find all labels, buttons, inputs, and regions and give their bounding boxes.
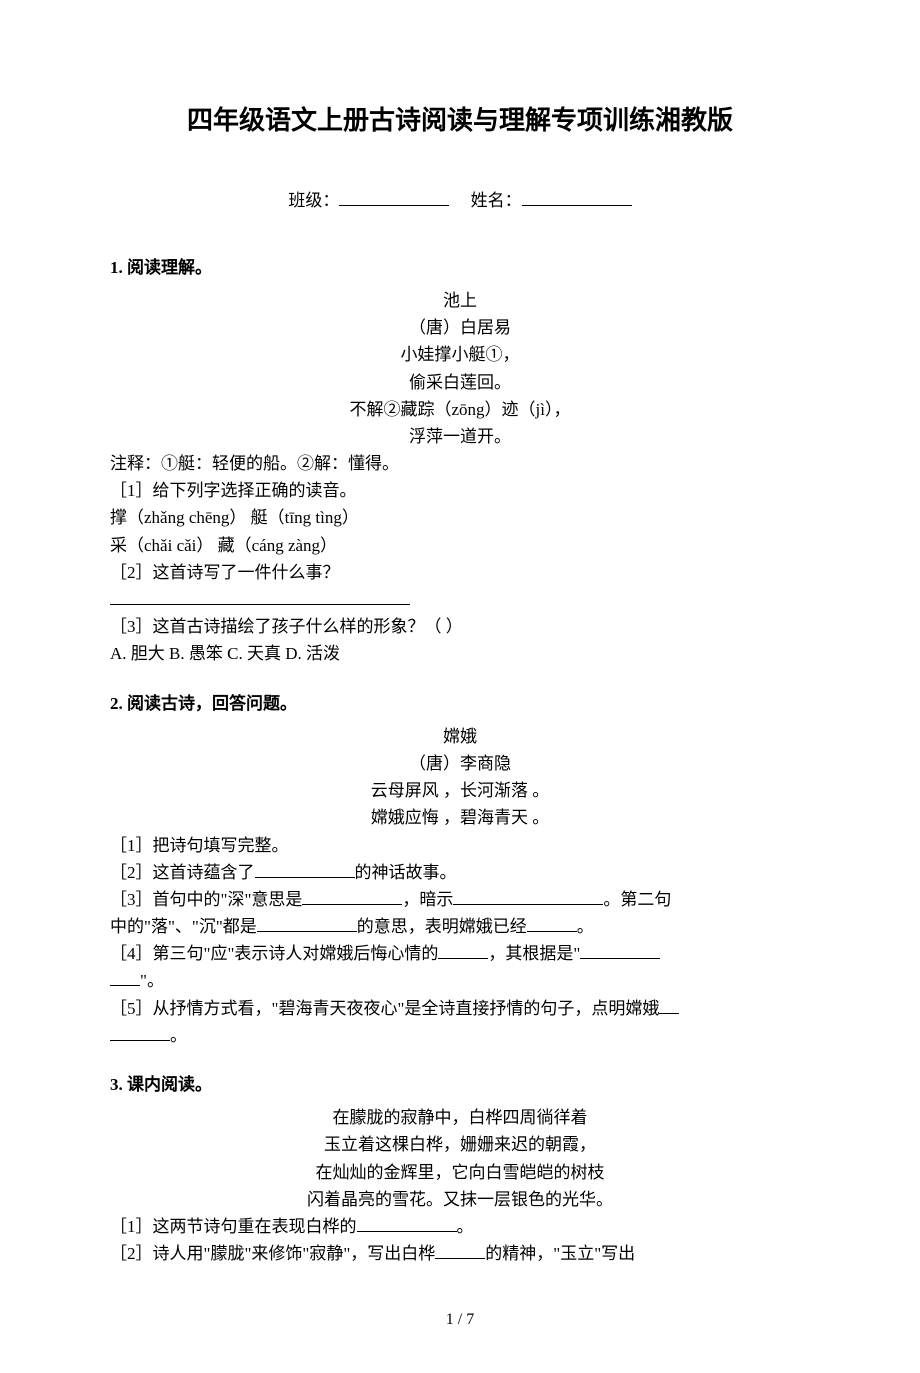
poem-1-line-1: 小娃撑小艇①，: [110, 341, 810, 368]
q3-1-blank: [357, 1215, 457, 1232]
q2-3-a: ［3］首句中的"深"意思是: [110, 890, 302, 909]
section-3-heading: 3. 课内阅读。: [110, 1071, 810, 1098]
q2-4-b: ，其根据是": [488, 944, 580, 963]
q3-2-blank: [435, 1242, 485, 1259]
section-1-heading: 1. 阅读理解。: [110, 254, 810, 281]
name-blank: [522, 189, 632, 206]
q1-2: ［2］这首诗写了一件什么事？: [110, 559, 810, 586]
q2-1: ［1］把诗句填写完整。: [110, 832, 810, 859]
q2-4-c: "。: [140, 971, 164, 990]
name-label: 姓名：: [471, 191, 522, 210]
q1-1: ［1］给下列字选择正确的读音。: [110, 477, 810, 504]
poem-1-line-4: 浮萍一道开。: [110, 423, 810, 450]
q2-3-blank4: [527, 915, 577, 932]
q3-2-b: 的精神，"玉立"写出: [485, 1244, 635, 1263]
q2-3-blank2: [453, 888, 603, 905]
q2-2-blank: [255, 861, 355, 878]
q3-2: ［2］诗人用"朦胧"来修饰"寂静"，写出白桦 的精神，"玉立"写出: [110, 1240, 810, 1267]
q2-5-a: ［5］从抒情方式看，"碧海青天夜夜心"是全诗直接抒情的句子，点明嫦娥: [110, 999, 659, 1018]
q1-3-options: A. 胆大 B. 愚笨 C. 天真 D. 活泼: [110, 640, 810, 667]
document-title: 四年级语文上册古诗阅读与理解专项训练湘教版: [110, 100, 810, 142]
q2-4-line2: "。: [110, 967, 810, 994]
poem-1-note: 注释：①艇：轻便的船。②解：懂得。: [110, 450, 810, 477]
q3-1: ［1］这两节诗句重在表现白桦的 。: [110, 1213, 810, 1240]
q2-4-blank2: [580, 942, 660, 959]
q2-3-f: 。: [577, 917, 594, 936]
poem-3-line-3: 在灿灿的金辉里，它向白雪皑皑的树枝: [110, 1159, 810, 1186]
q2-4-a: ［4］第三句"应"表示诗人对嫦娥后悔心情的: [110, 944, 438, 963]
q2-3-line1: ［3］首句中的"深"意思是 ，暗示 。第二句: [110, 886, 810, 913]
class-blank: [339, 189, 449, 206]
q2-5-blank1: [659, 997, 679, 1014]
poem-1-line-2: 偷采白莲回。: [110, 369, 810, 396]
section-2-heading: 2. 阅读古诗，回答问题。: [110, 690, 810, 717]
q1-3: ［3］这首古诗描绘了孩子什么样的形象？（ ）: [110, 613, 810, 640]
page-number: 1 / 7: [110, 1307, 810, 1333]
q2-4-line1: ［4］第三句"应"表示诗人对嫦娥后悔心情的 ，其根据是": [110, 940, 810, 967]
form-line: 班级： 姓名：: [110, 187, 810, 214]
q2-5-line2: 。: [110, 1022, 810, 1049]
q3-1-a: ［1］这两节诗句重在表现白桦的: [110, 1217, 357, 1236]
q3-2-a: ［2］诗人用"朦胧"来修饰"寂静"，写出白桦: [110, 1244, 435, 1263]
q2-5-blank2: [110, 1024, 170, 1041]
poem-2-line-1: 云母屏风 ，长河渐落 。: [110, 777, 810, 804]
q2-3-d: 中的"落"、"沉"都是: [110, 917, 257, 936]
q1-2-blank: [110, 586, 810, 613]
q2-5-b: 。: [170, 1026, 187, 1045]
q2-3-c: 。第二句: [603, 890, 671, 909]
poem-1-author: （唐）白居易: [110, 314, 810, 341]
q2-2: ［2］这首诗蕴含了 的神话故事。: [110, 859, 810, 886]
q2-3-blank1: [302, 888, 402, 905]
q2-3-blank3: [257, 915, 357, 932]
poem-3-line-2: 玉立着这棵白桦，姗姗来迟的朝霞，: [110, 1131, 810, 1158]
poem-2-title: 嫦娥: [110, 723, 810, 750]
q2-2-prefix: ［2］这首诗蕴含了: [110, 863, 255, 882]
poem-1-title: 池上: [110, 287, 810, 314]
q3-1-b: 。: [457, 1217, 474, 1236]
poem-2-author: （唐）李商隐: [110, 750, 810, 777]
poem-3-line-1: 在朦胧的寂静中，白桦四周徜徉着: [110, 1104, 810, 1131]
q2-2-suffix: 的神话故事。: [355, 863, 457, 882]
class-label: 班级：: [288, 191, 339, 210]
q2-5-line1: ［5］从抒情方式看，"碧海青天夜夜心"是全诗直接抒情的句子，点明嫦娥: [110, 995, 810, 1022]
q2-4-blank3: [110, 969, 140, 986]
q2-4-blank1: [438, 942, 488, 959]
poem-3-line-4: 闪着晶亮的雪花。又抹一层银色的光华。: [110, 1186, 810, 1213]
q1-1-row1: 撑（zhǎng chēng） 艇（tīng tìng）: [110, 504, 810, 531]
q2-3-line2: 中的"落"、"沉"都是 的意思，表明嫦娥已经 。: [110, 913, 810, 940]
poem-1-line-3: 不解②藏踪（zōng）迹（jì），: [110, 396, 810, 423]
poem-2-line-2: 嫦娥应悔 ，碧海青天 。: [110, 804, 810, 831]
q2-3-b: ，暗示: [402, 890, 453, 909]
q2-3-e: 的意思，表明嫦娥已经: [357, 917, 527, 936]
q1-1-row2: 采（chǎi cǎi） 藏（cáng zàng）: [110, 532, 810, 559]
